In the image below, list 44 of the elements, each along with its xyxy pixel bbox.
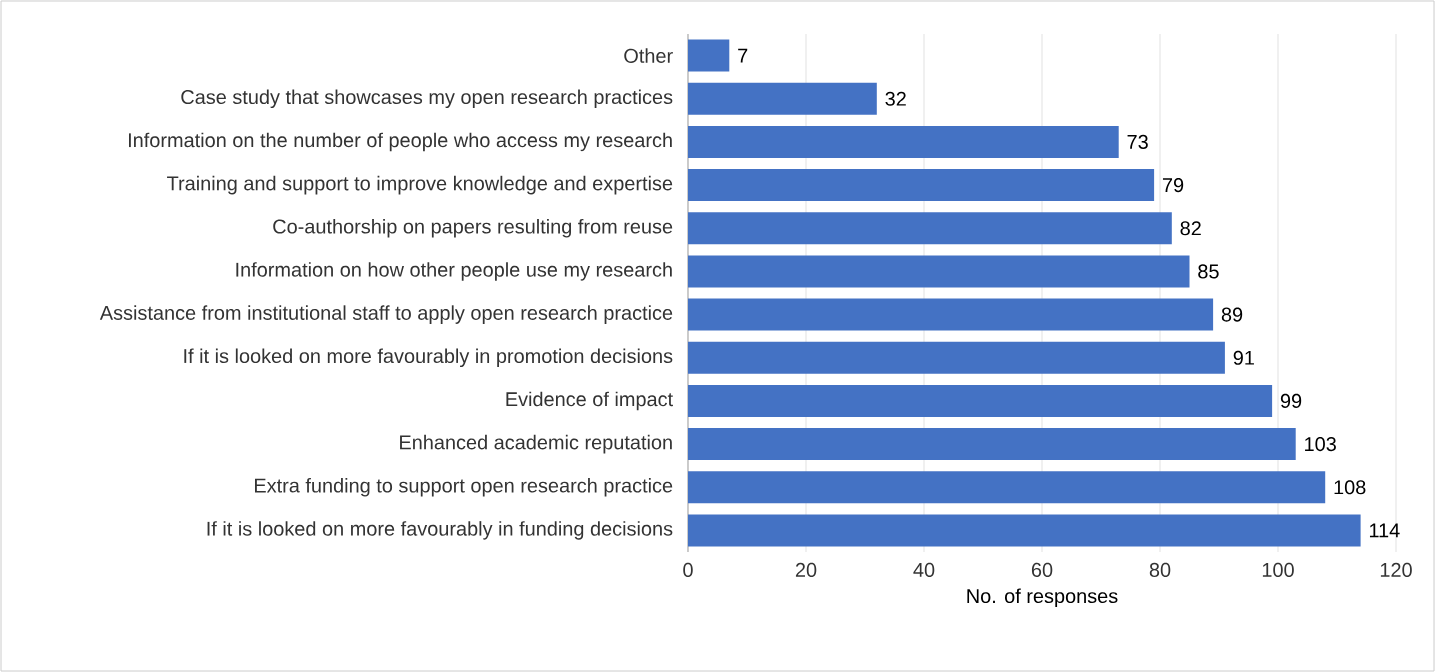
x-tick-label: 80 — [1149, 562, 1171, 577]
y-tick-label: Information on the number of people who access my research — [128, 132, 672, 152]
bar — [688, 471, 1326, 504]
data-label: 79 — [1162, 178, 1184, 193]
bar — [688, 82, 877, 115]
x-tick-label: 60 — [1031, 562, 1053, 577]
bar — [688, 125, 1119, 158]
data-label: 91 — [1233, 350, 1254, 365]
x-tick-label: 100 — [1262, 562, 1294, 577]
x-axis-title: No. of responses — [967, 588, 1118, 608]
y-tick-label: Co-authorship on papers resulting from reuse — [273, 218, 673, 238]
bar — [688, 212, 1172, 245]
y-tick-label: If it is looked on more favourably in funding decisions — [207, 521, 673, 540]
bar — [688, 428, 1296, 461]
bar — [688, 341, 1225, 374]
x-tick-label: 40 — [913, 562, 935, 577]
bar — [688, 298, 1214, 331]
y-tick-label: Training and support to improve knowledge and expertise — [167, 175, 673, 195]
y-tick-label: If it is looked on more favourably in promotion decisions — [184, 348, 673, 368]
data-label: 7 — [738, 48, 748, 63]
bar — [688, 39, 730, 72]
data-label: 32 — [885, 91, 906, 106]
x-tick-label: 20 — [795, 562, 817, 577]
y-tick-label: Information on how other people use my research — [236, 262, 672, 281]
y-tick-label: Evidence of impact — [506, 391, 673, 411]
y-tick-label: Enhanced academic reputation — [400, 434, 672, 454]
x-tick-label: 0 — [683, 562, 693, 577]
data-label: 82 — [1180, 221, 1201, 236]
bar — [688, 169, 1155, 202]
y-tick-label: Extra funding to support open research practice — [255, 477, 673, 497]
y-tick-label: Other — [624, 48, 673, 63]
data-label: 108 — [1334, 480, 1366, 495]
bar — [688, 384, 1273, 417]
y-tick-label: Case study that showcases my open research practices — [181, 89, 673, 109]
x-tick-label: 120 — [1380, 562, 1412, 577]
data-label: 89 — [1221, 307, 1243, 322]
data-label: 85 — [1198, 264, 1219, 279]
data-label: 103 — [1305, 437, 1336, 452]
data-label: 73 — [1127, 134, 1148, 149]
data-label: 99 — [1280, 393, 1302, 408]
bar — [688, 514, 1361, 547]
data-label: 114 — [1369, 523, 1400, 538]
y-tick-label: Assistance from institutional staff to apply open research practice — [99, 305, 673, 324]
bar — [688, 255, 1190, 288]
